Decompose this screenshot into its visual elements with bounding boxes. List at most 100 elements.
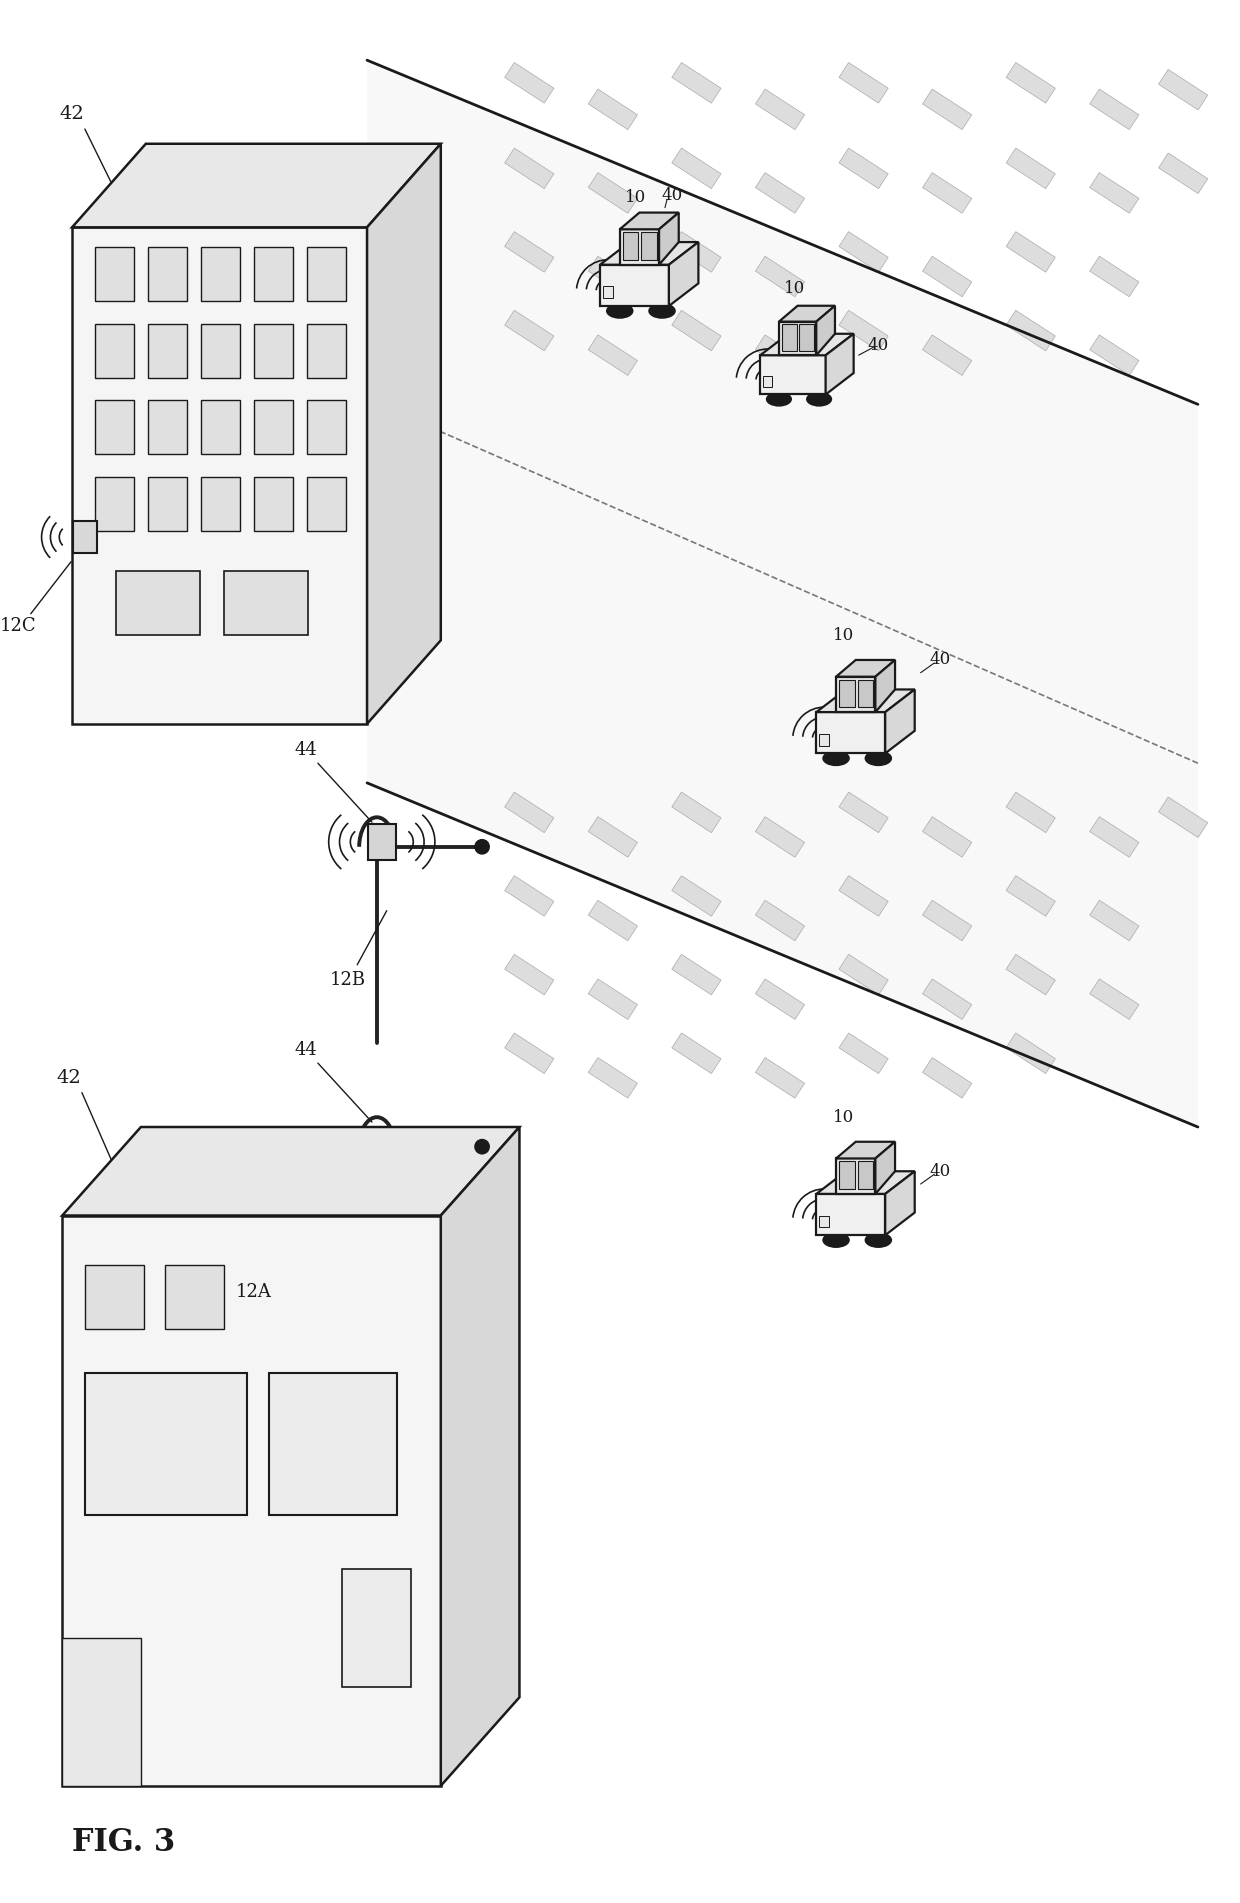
Polygon shape <box>505 1033 554 1073</box>
Bar <box>839 1161 854 1189</box>
Text: 10: 10 <box>833 626 854 643</box>
Text: 40: 40 <box>868 337 889 354</box>
Bar <box>368 824 396 860</box>
Polygon shape <box>923 173 972 213</box>
Polygon shape <box>1090 900 1138 940</box>
Polygon shape <box>923 89 972 129</box>
Polygon shape <box>779 306 835 322</box>
Polygon shape <box>755 900 805 940</box>
Polygon shape <box>826 333 853 394</box>
Text: 10: 10 <box>833 1109 854 1127</box>
Polygon shape <box>672 63 720 103</box>
Ellipse shape <box>806 392 832 407</box>
Bar <box>269 1372 397 1515</box>
Polygon shape <box>1158 152 1208 194</box>
Ellipse shape <box>830 1237 843 1245</box>
Bar <box>94 247 134 301</box>
Polygon shape <box>505 792 554 834</box>
Bar <box>342 1570 412 1688</box>
Bar <box>84 1372 247 1515</box>
Polygon shape <box>440 1127 520 1785</box>
Text: 40: 40 <box>661 186 682 204</box>
Bar <box>165 1265 224 1328</box>
Polygon shape <box>760 356 826 394</box>
Polygon shape <box>875 1142 895 1193</box>
Polygon shape <box>839 792 888 834</box>
Polygon shape <box>779 322 816 356</box>
Polygon shape <box>885 1170 915 1235</box>
Polygon shape <box>923 335 972 375</box>
Bar <box>73 521 97 552</box>
Polygon shape <box>72 226 367 723</box>
Bar <box>839 679 854 708</box>
Polygon shape <box>505 953 554 995</box>
Text: 10: 10 <box>784 280 806 297</box>
Polygon shape <box>588 89 637 129</box>
Polygon shape <box>620 213 678 228</box>
Text: 40: 40 <box>930 651 951 668</box>
Polygon shape <box>672 310 720 350</box>
Ellipse shape <box>655 306 668 314</box>
Polygon shape <box>62 1216 440 1785</box>
Polygon shape <box>505 310 554 350</box>
Polygon shape <box>672 953 720 995</box>
Polygon shape <box>1006 792 1055 834</box>
Bar <box>641 232 657 261</box>
Polygon shape <box>588 816 637 856</box>
Polygon shape <box>923 1058 972 1098</box>
Polygon shape <box>816 1193 885 1235</box>
Ellipse shape <box>830 754 843 763</box>
Polygon shape <box>62 1127 520 1216</box>
Polygon shape <box>600 265 668 306</box>
Polygon shape <box>588 978 637 1020</box>
Bar <box>254 400 294 455</box>
Ellipse shape <box>613 306 626 314</box>
Bar <box>820 1216 830 1227</box>
Polygon shape <box>62 1638 141 1785</box>
Text: 44: 44 <box>295 1041 317 1060</box>
Text: FIG. 3: FIG. 3 <box>72 1827 175 1859</box>
Polygon shape <box>367 145 440 723</box>
Ellipse shape <box>822 750 849 767</box>
Polygon shape <box>839 310 888 350</box>
Bar <box>201 400 241 455</box>
Bar <box>117 571 200 636</box>
Polygon shape <box>923 900 972 940</box>
Polygon shape <box>836 677 875 712</box>
Bar <box>820 735 830 746</box>
Text: 10: 10 <box>625 188 646 206</box>
Bar <box>308 400 346 455</box>
Polygon shape <box>1006 148 1055 188</box>
Polygon shape <box>923 978 972 1020</box>
Polygon shape <box>668 242 698 306</box>
Bar <box>308 247 346 301</box>
Polygon shape <box>816 712 885 754</box>
Polygon shape <box>816 1170 915 1193</box>
Bar <box>254 478 294 531</box>
Ellipse shape <box>872 754 885 763</box>
Polygon shape <box>1006 232 1055 272</box>
Polygon shape <box>505 148 554 188</box>
Text: 44: 44 <box>295 742 317 759</box>
Bar <box>622 232 639 261</box>
Polygon shape <box>672 1033 720 1073</box>
Polygon shape <box>760 333 853 356</box>
Bar <box>201 324 241 379</box>
Bar <box>800 324 815 350</box>
Ellipse shape <box>766 392 792 407</box>
Polygon shape <box>660 213 678 265</box>
Bar <box>254 247 294 301</box>
Text: 42: 42 <box>57 1069 82 1087</box>
Polygon shape <box>72 145 440 226</box>
Polygon shape <box>1006 875 1055 915</box>
Polygon shape <box>1090 335 1138 375</box>
Polygon shape <box>1006 63 1055 103</box>
Polygon shape <box>367 61 1198 1127</box>
Text: 40: 40 <box>930 1163 951 1180</box>
Bar <box>148 324 187 379</box>
Polygon shape <box>588 335 637 375</box>
Polygon shape <box>885 689 915 754</box>
Bar <box>254 324 294 379</box>
Bar <box>148 400 187 455</box>
Polygon shape <box>836 1159 875 1193</box>
